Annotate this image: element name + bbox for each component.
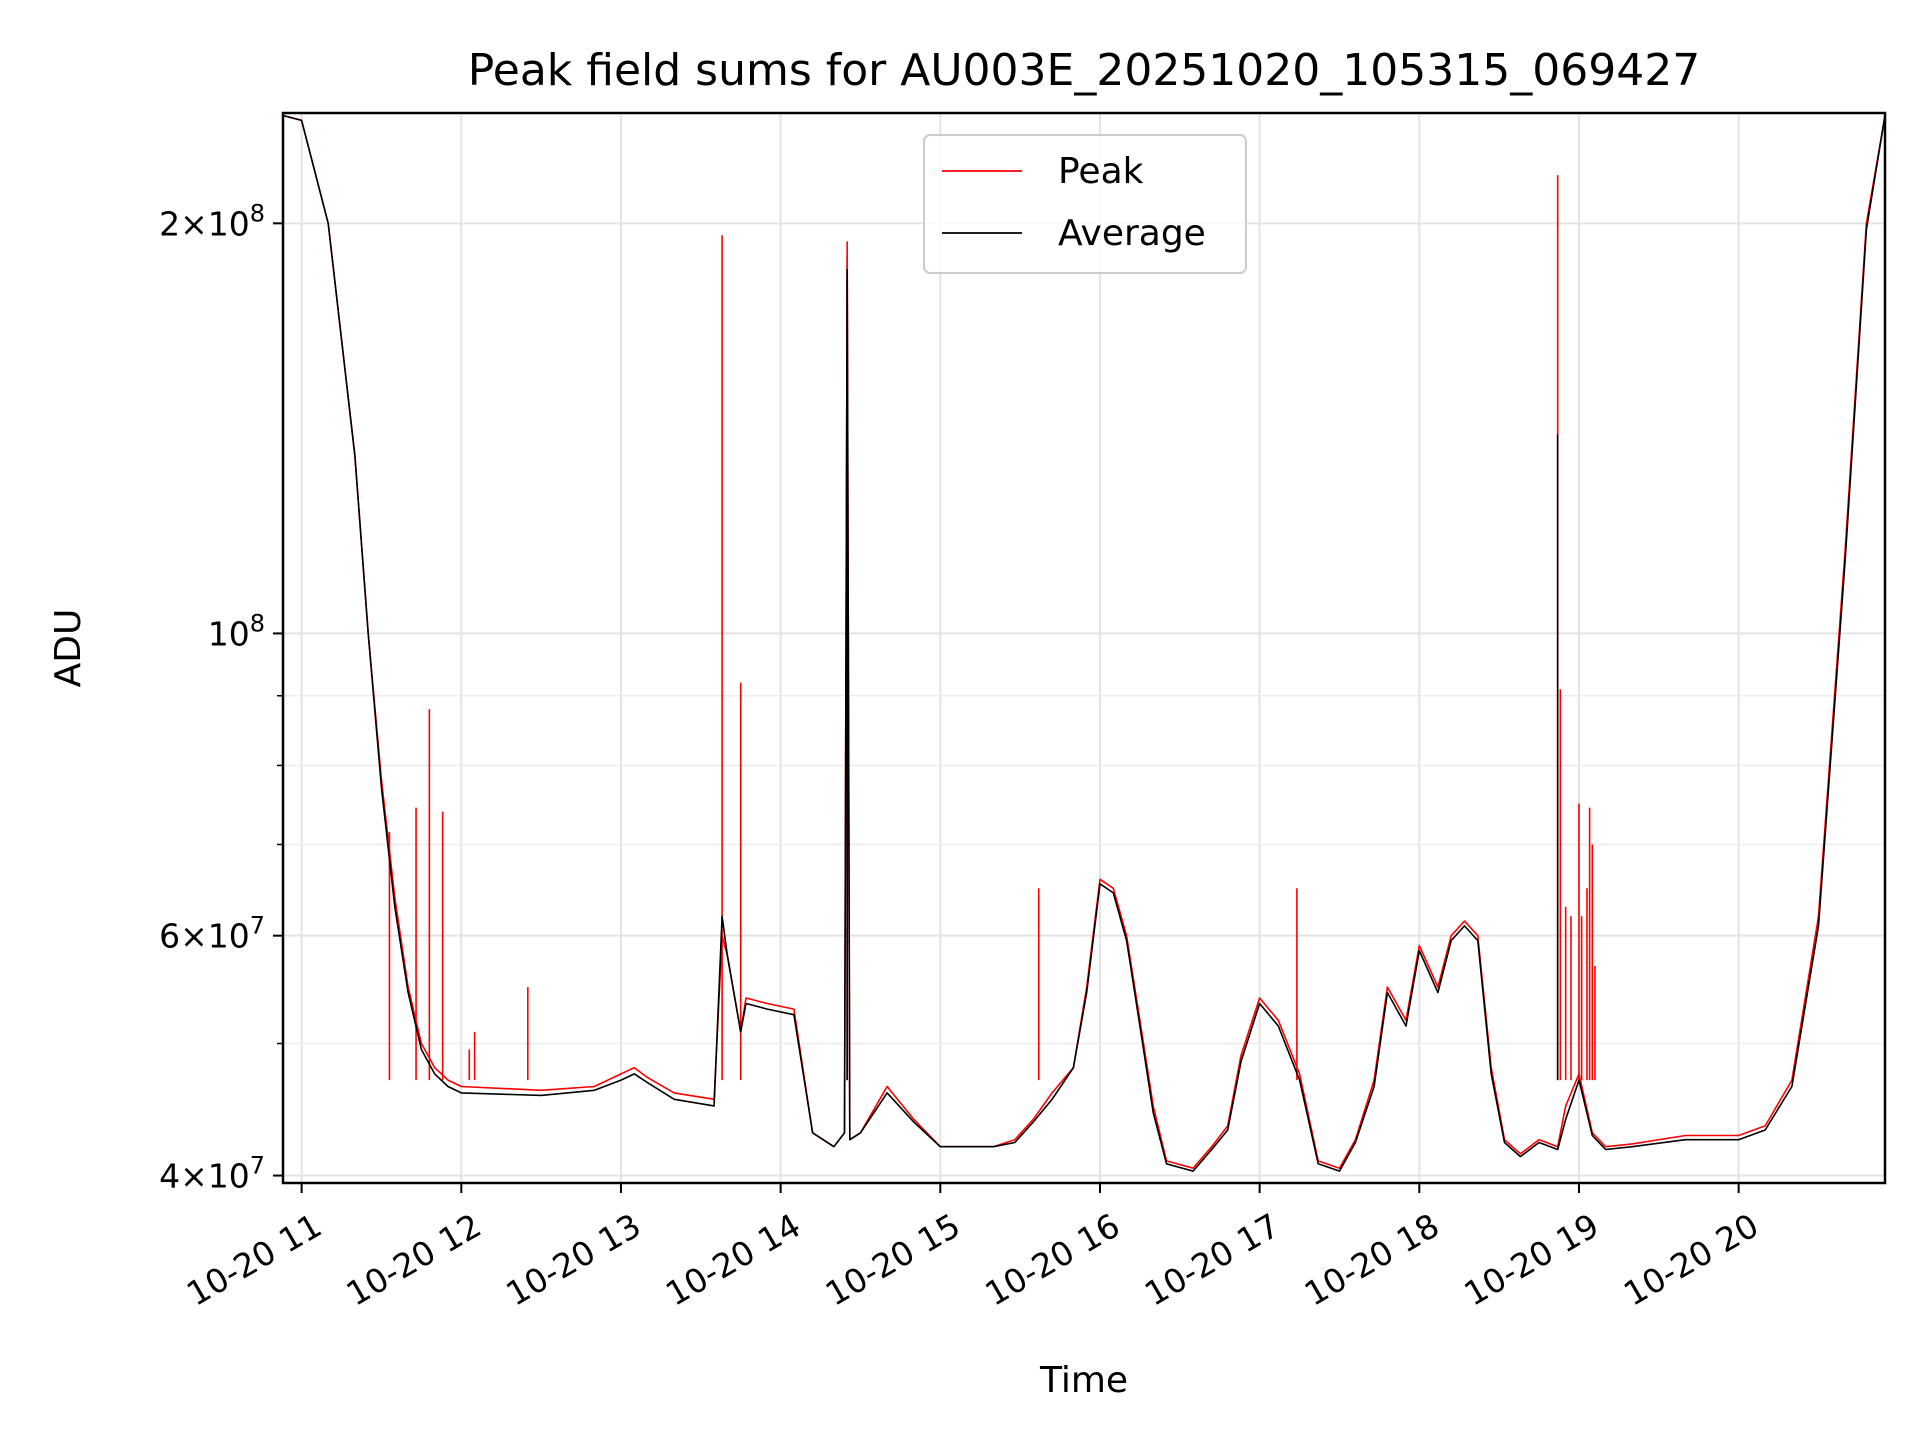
series-line-peak	[282, 114, 1886, 1169]
y-tick-label: 2×108	[159, 199, 265, 243]
y-axis-label: ADU	[48, 609, 89, 688]
plot-area	[282, 114, 1886, 1172]
legend-label-peak: Peak	[1058, 151, 1144, 192]
y-tick-label: 6×107	[159, 912, 265, 956]
x-axis-label: Time	[1039, 1360, 1128, 1401]
legend-box	[923, 134, 1247, 274]
series-line-average	[282, 114, 1886, 1172]
legend-label-average: Average	[1058, 213, 1206, 254]
axes-frame	[281, 111, 1887, 1185]
chart-title: Peak field sums for AU003E_20251020_1053…	[468, 45, 1700, 96]
y-tick-label: 4×107	[159, 1152, 265, 1196]
legend: Peak Average	[923, 134, 1247, 274]
